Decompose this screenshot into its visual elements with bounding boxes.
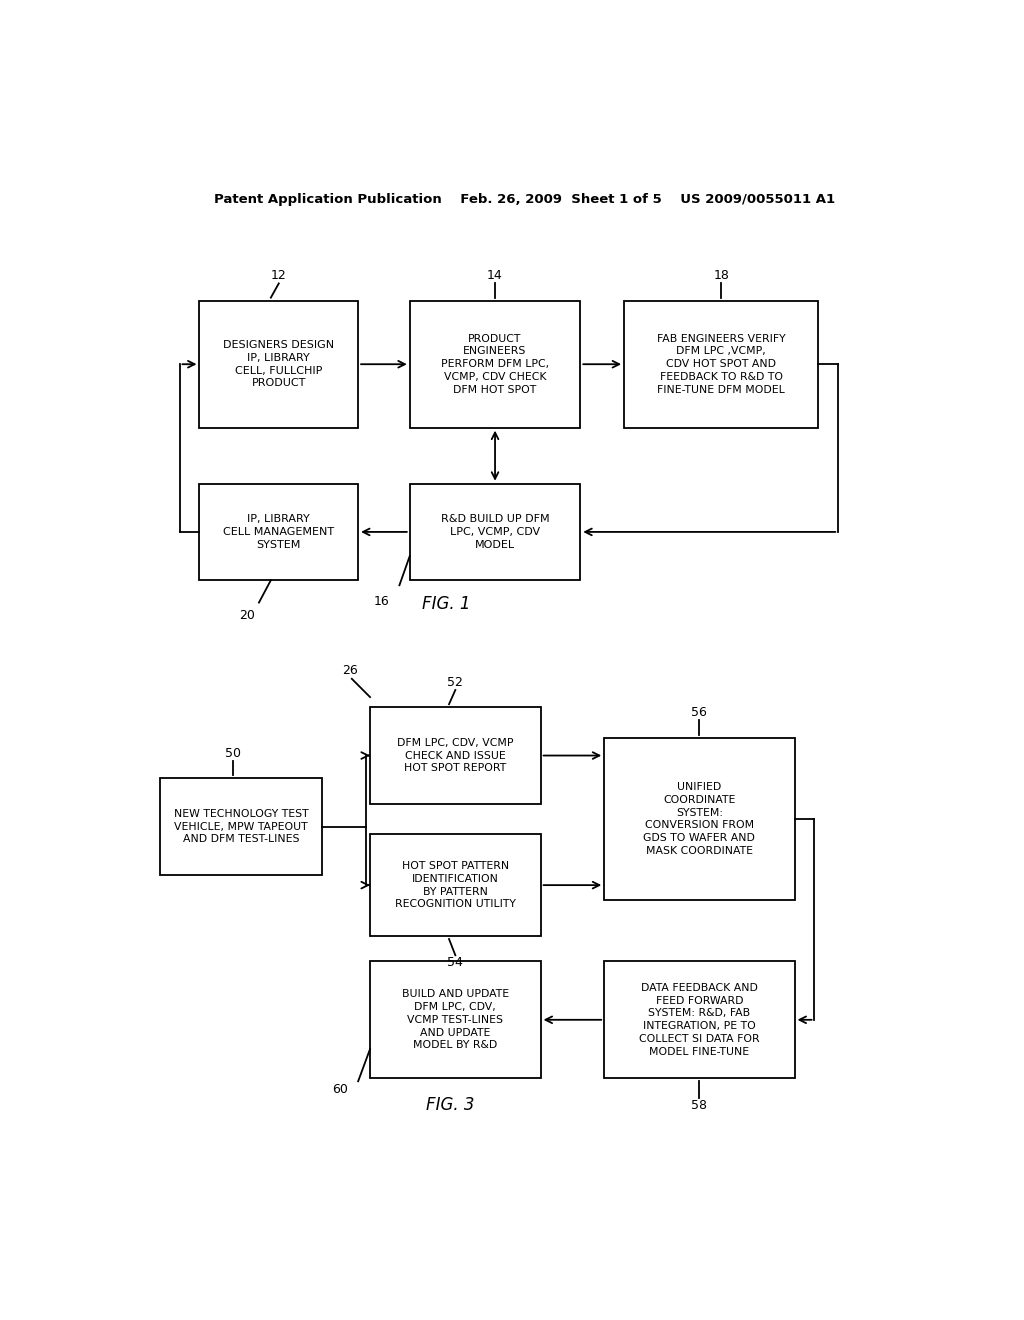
Text: 14: 14 xyxy=(487,269,503,282)
Text: 54: 54 xyxy=(447,956,463,969)
Bar xyxy=(604,738,795,900)
Text: FIG. 1: FIG. 1 xyxy=(422,595,470,614)
Bar xyxy=(410,483,581,581)
Bar xyxy=(200,483,358,581)
Bar xyxy=(604,961,795,1078)
Text: IP, LIBRARY
CELL MANAGEMENT
SYSTEM: IP, LIBRARY CELL MANAGEMENT SYSTEM xyxy=(223,513,335,549)
Bar xyxy=(200,301,358,428)
Text: FAB ENGINEERS VERIFY
DFM LPC ,VCMP,
CDV HOT SPOT AND
FEEDBACK TO R&D TO
FINE-TUN: FAB ENGINEERS VERIFY DFM LPC ,VCMP, CDV … xyxy=(657,334,785,395)
Text: NEW TECHNOLOGY TEST
VEHICLE, MPW TAPEOUT
AND DFM TEST-LINES: NEW TECHNOLOGY TEST VEHICLE, MPW TAPEOUT… xyxy=(174,809,308,845)
Text: 20: 20 xyxy=(239,609,255,622)
Text: 26: 26 xyxy=(342,664,358,677)
Text: R&D BUILD UP DFM
LPC, VCMP, CDV
MODEL: R&D BUILD UP DFM LPC, VCMP, CDV MODEL xyxy=(440,513,549,549)
Text: 60: 60 xyxy=(332,1084,348,1097)
Text: Patent Application Publication    Feb. 26, 2009  Sheet 1 of 5    US 2009/0055011: Patent Application Publication Feb. 26, … xyxy=(214,193,836,206)
Text: HOT SPOT PATTERN
IDENTIFICATION
BY PATTERN
RECOGNITION UTILITY: HOT SPOT PATTERN IDENTIFICATION BY PATTE… xyxy=(395,861,516,909)
Text: UNIFIED
COORDINATE
SYSTEM:
CONVERSION FROM
GDS TO WAFER AND
MASK COORDINATE: UNIFIED COORDINATE SYSTEM: CONVERSION FR… xyxy=(643,781,756,857)
Text: 16: 16 xyxy=(374,595,390,609)
Text: 18: 18 xyxy=(714,269,729,282)
Text: PRODUCT
ENGINEERS
PERFORM DFM LPC,
VCMP, CDV CHECK
DFM HOT SPOT: PRODUCT ENGINEERS PERFORM DFM LPC, VCMP,… xyxy=(441,334,549,395)
Text: DATA FEEDBACK AND
FEED FORWARD
SYSTEM: R&D, FAB
INTEGRATION, PE TO
COLLECT SI DA: DATA FEEDBACK AND FEED FORWARD SYSTEM: R… xyxy=(639,983,760,1057)
Bar xyxy=(370,961,541,1078)
Text: 50: 50 xyxy=(225,747,242,760)
Bar xyxy=(624,301,818,428)
Bar xyxy=(160,779,323,875)
Text: 56: 56 xyxy=(691,706,708,719)
Text: FIG. 3: FIG. 3 xyxy=(426,1096,474,1114)
Text: 52: 52 xyxy=(447,676,463,689)
Text: DFM LPC, CDV, VCMP
CHECK AND ISSUE
HOT SPOT REPORT: DFM LPC, CDV, VCMP CHECK AND ISSUE HOT S… xyxy=(397,738,514,774)
Bar xyxy=(410,301,581,428)
Text: DESIGNERS DESIGN
IP, LIBRARY
CELL, FULLCHIP
PRODUCT: DESIGNERS DESIGN IP, LIBRARY CELL, FULLC… xyxy=(223,341,335,388)
Text: 12: 12 xyxy=(271,269,287,282)
Text: BUILD AND UPDATE
DFM LPC, CDV,
VCMP TEST-LINES
AND UPDATE
MODEL BY R&D: BUILD AND UPDATE DFM LPC, CDV, VCMP TEST… xyxy=(401,989,509,1051)
Bar xyxy=(370,834,541,936)
Bar xyxy=(370,708,541,804)
Text: 58: 58 xyxy=(691,1098,708,1111)
